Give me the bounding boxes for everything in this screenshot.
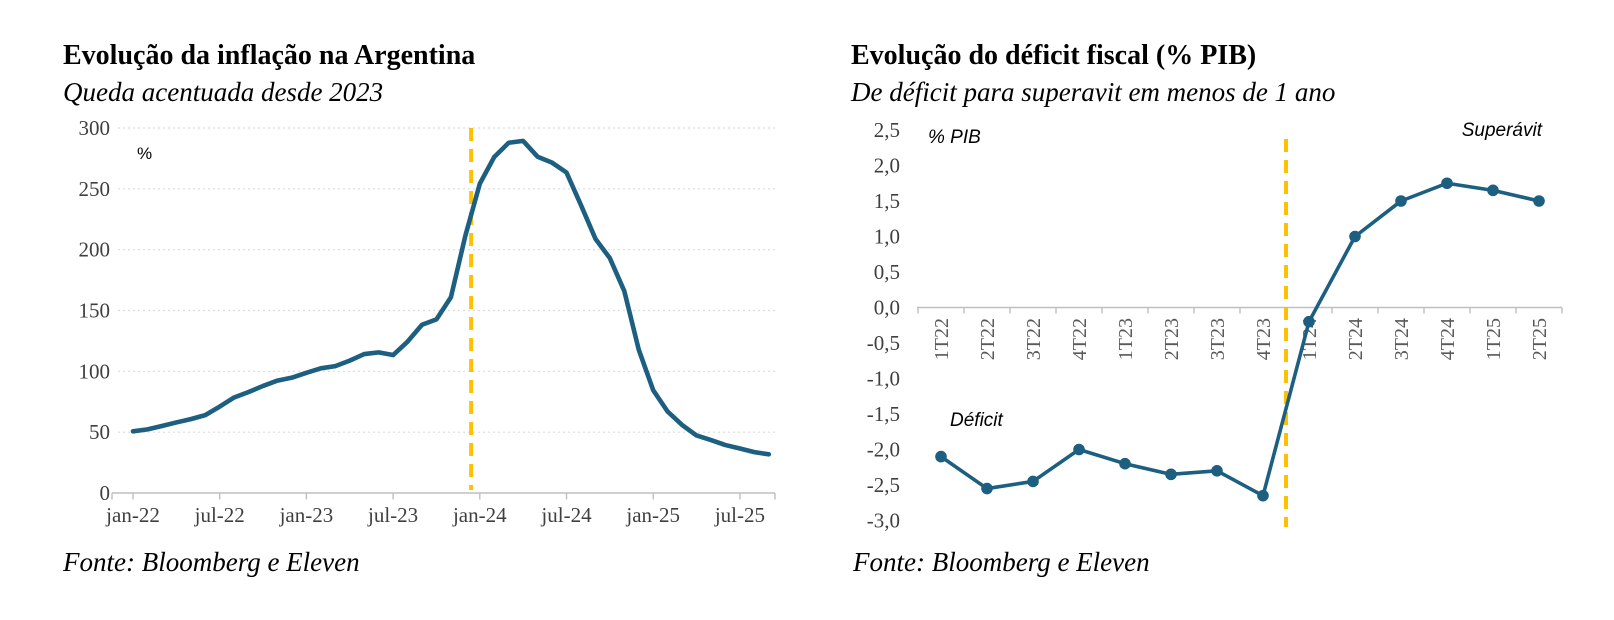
data-point-marker (1533, 195, 1545, 207)
x-tick-label: 1T22 (931, 318, 953, 360)
x-tick-label: 3T23 (1207, 318, 1229, 360)
y-tick-label: 0,0 (874, 296, 900, 320)
y-tick-label: -0,5 (867, 331, 900, 355)
x-tick-label: 1T24 (1299, 318, 1321, 360)
y-tick-label: 1,0 (874, 225, 900, 249)
y-tick-label: 1,5 (874, 189, 900, 213)
superavit-annotation: Superávit (1462, 120, 1543, 141)
inflation-chart-source: Fonte: Bloomberg e Eleven (63, 547, 360, 577)
inflation-line-series (130, 138, 772, 457)
y-tick-label: 100 (79, 359, 111, 383)
pib-unit-annotation: % PIB (928, 127, 981, 148)
y-tick-label: -2,0 (867, 438, 900, 462)
y-tick-label: 200 (79, 238, 111, 262)
inflation-chart-subtitle: Queda acentuada desde 2023 (63, 77, 384, 107)
x-tick-label: 4T23 (1253, 318, 1275, 360)
fiscal-chart-source: Fonte: Bloomberg e Eleven (853, 547, 1150, 577)
fiscal-chart-title: Evolução do déficit fiscal (% PIB) (851, 40, 1257, 71)
data-point-marker (1257, 489, 1269, 502)
deficit-annotation: Déficit (950, 410, 1004, 431)
x-tick-label: jan-24 (452, 503, 507, 527)
data-point-marker (981, 482, 993, 495)
x-tick-label: 2T22 (977, 318, 999, 360)
x-tick-label: 2T24 (1345, 318, 1367, 360)
y-tick-label: 50 (89, 420, 110, 444)
y-tick-label: 250 (79, 177, 111, 201)
data-point-marker (1165, 468, 1177, 481)
y-tick-label: -1,5 (867, 402, 900, 426)
y-tick-label: 150 (79, 299, 111, 323)
data-point-marker (1487, 184, 1499, 197)
inflation-chart-title: Evolução da inflação na Argentina (63, 40, 476, 71)
data-point-marker (935, 450, 947, 463)
data-point-marker (1211, 465, 1223, 477)
data-point-marker (1303, 315, 1315, 328)
x-tick-label: jan-25 (625, 503, 680, 527)
x-tick-label: jul-25 (714, 503, 765, 527)
x-tick-label: jan-23 (279, 503, 334, 527)
data-point-marker (1073, 443, 1085, 456)
y-tick-label: -1,0 (867, 367, 900, 391)
x-tick-label: 3T22 (1023, 318, 1045, 360)
y-tick-label: 0 (100, 481, 111, 505)
x-tick-label: jan-22 (105, 503, 160, 527)
data-point-marker (1395, 195, 1407, 207)
y-axis-unit-label: % (137, 144, 152, 163)
y-tick-label: 2,5 (874, 118, 900, 142)
x-tick-label: 4T24 (1437, 318, 1459, 360)
data-point-marker (1119, 457, 1131, 470)
y-tick-label: 0,5 (874, 260, 900, 284)
x-tick-label: jul-22 (194, 503, 245, 527)
data-point-marker (1027, 475, 1039, 488)
y-tick-label: 300 (79, 116, 111, 140)
fiscal-line-series (939, 181, 1541, 498)
x-tick-label: 2T25 (1529, 318, 1551, 360)
y-tick-label: 2,0 (874, 154, 900, 178)
x-tick-label: 1T23 (1115, 318, 1137, 360)
x-tick-label: 3T24 (1391, 318, 1413, 360)
x-tick-label: jul-23 (367, 503, 418, 527)
x-tick-label: 4T22 (1069, 318, 1091, 360)
data-point-marker (1349, 230, 1361, 243)
x-tick-label: 1T25 (1483, 318, 1505, 360)
y-tick-label: -3,0 (867, 509, 900, 533)
fiscal-chart-subtitle: De déficit para superavit em menos de 1 … (851, 77, 1336, 107)
data-point-marker (1441, 177, 1453, 190)
x-tick-label: 2T23 (1161, 318, 1183, 360)
y-tick-label: -2,5 (867, 473, 900, 497)
x-tick-label: jul-24 (540, 503, 592, 527)
